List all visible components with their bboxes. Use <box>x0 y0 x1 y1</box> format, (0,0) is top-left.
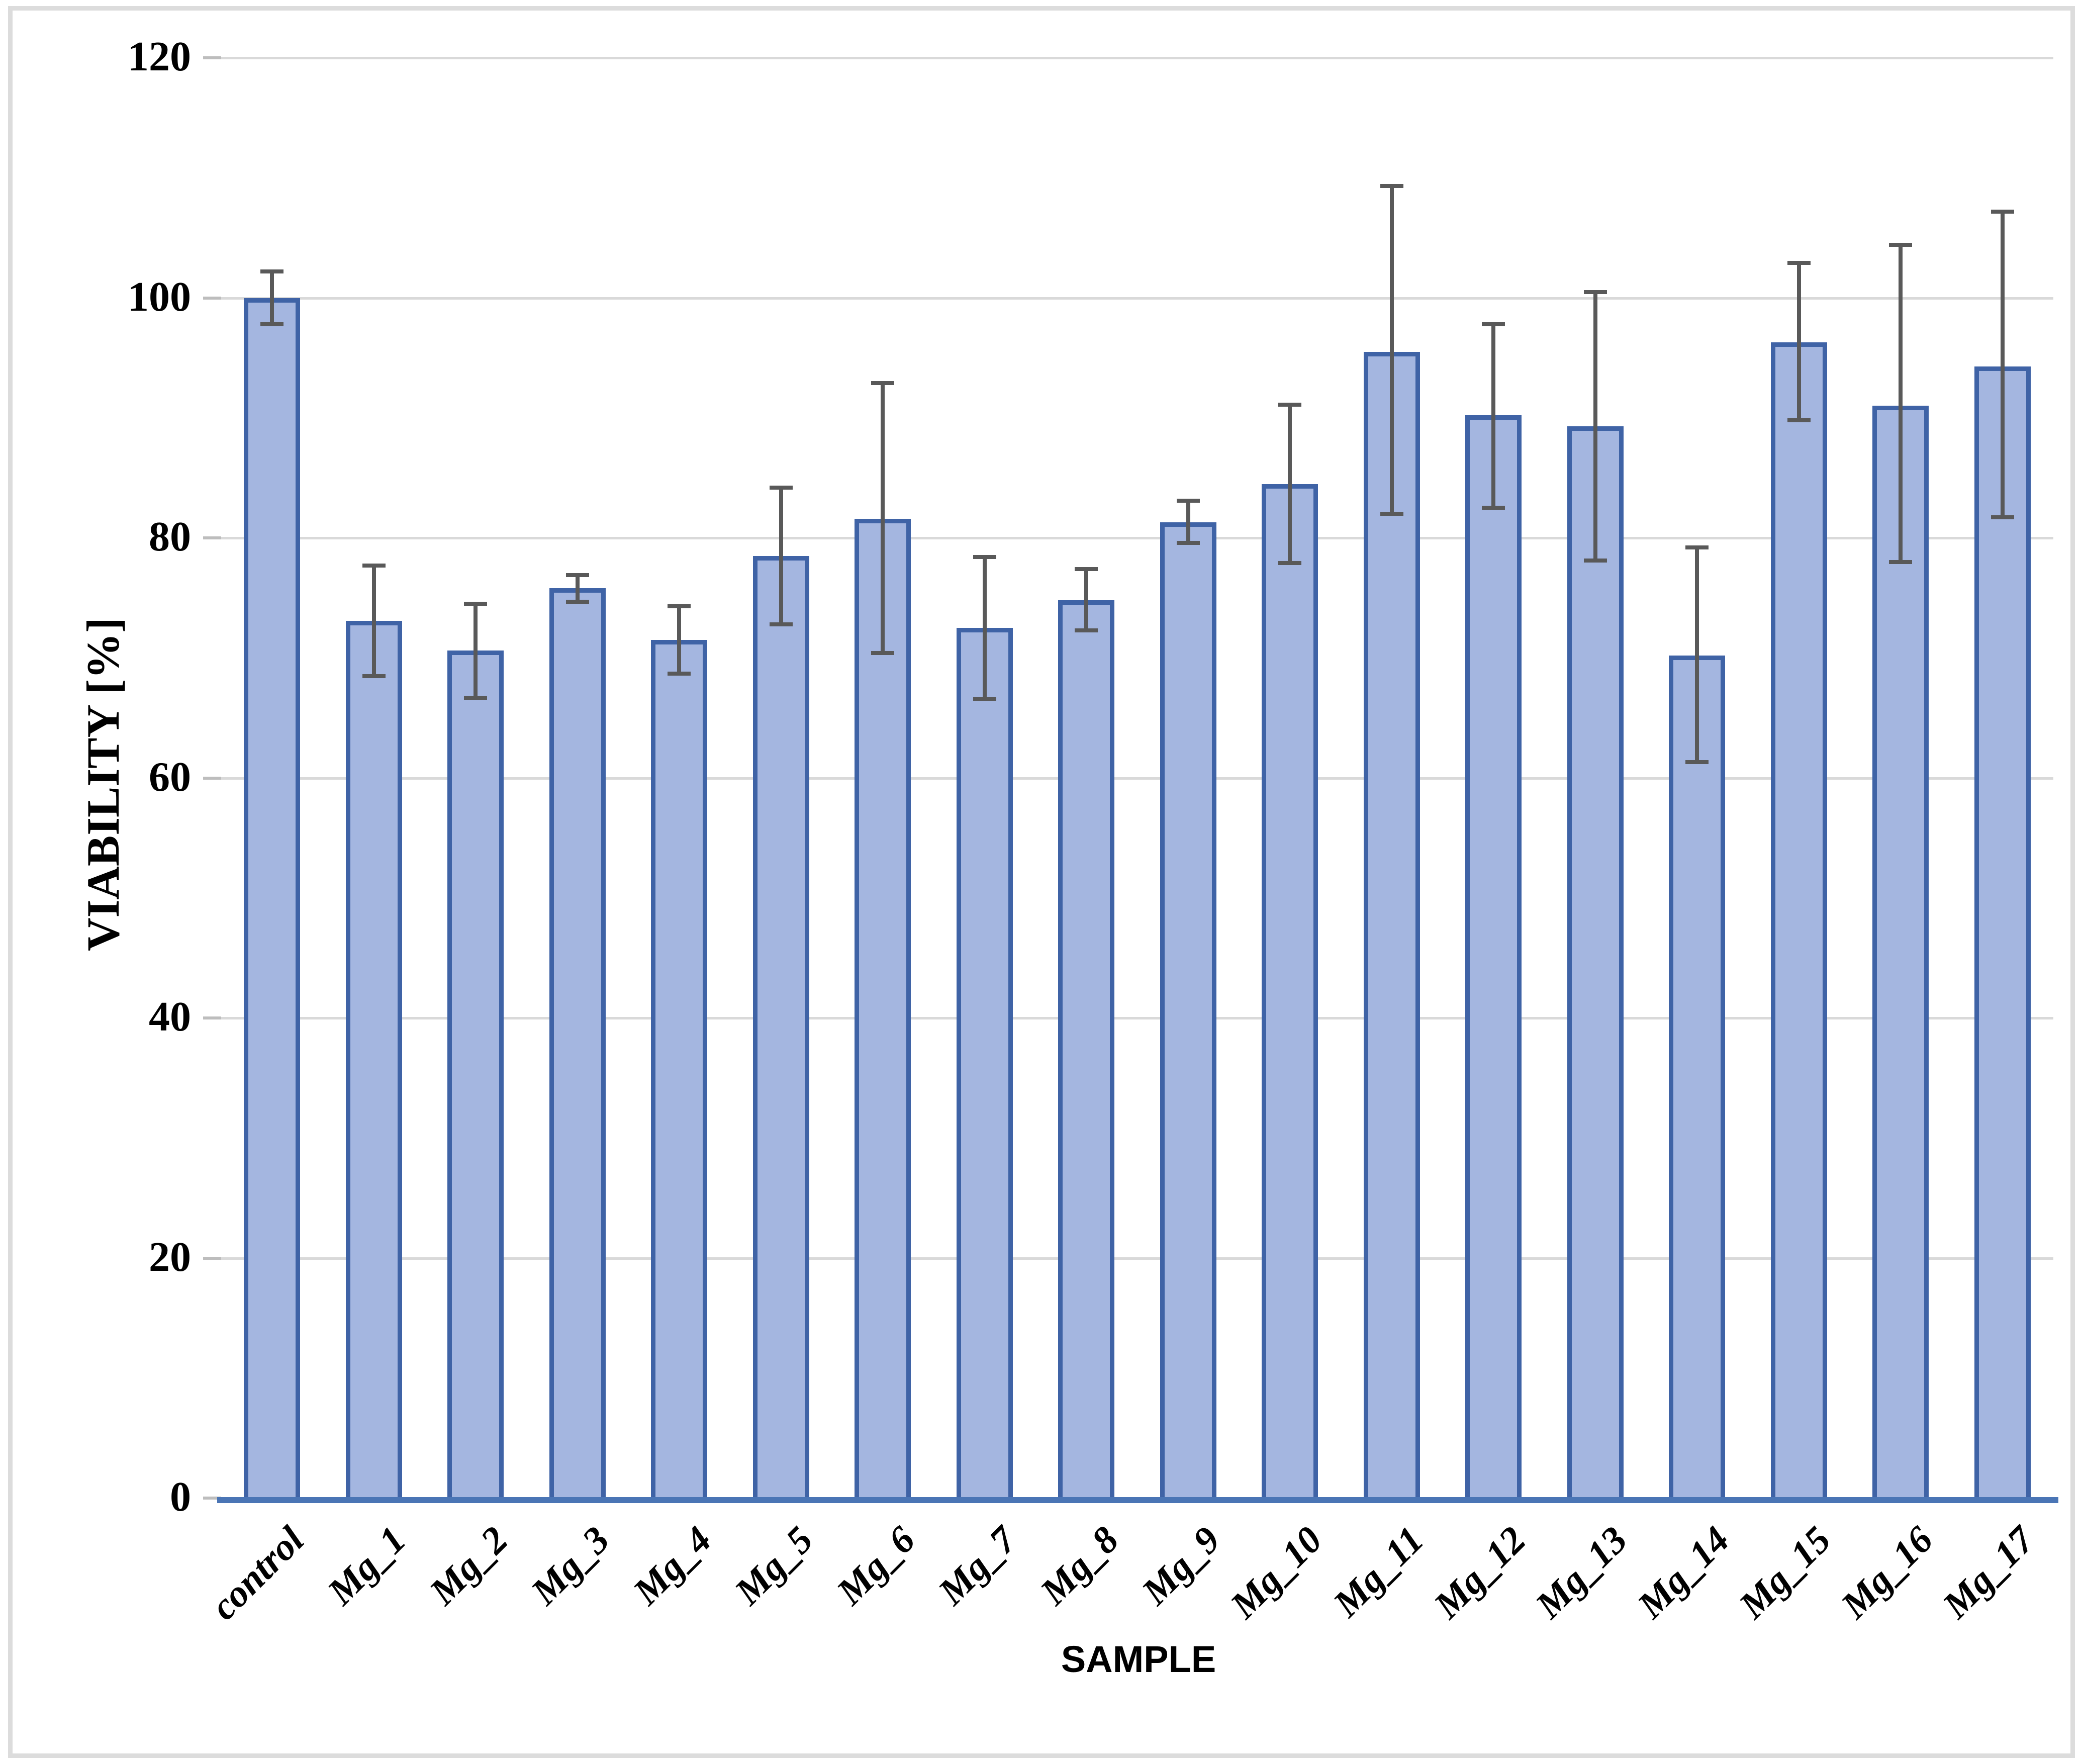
gridline-y-60 <box>221 777 2053 780</box>
error-bar-cap-top-mg_2 <box>464 602 488 606</box>
y-axis-tick-20 <box>203 1256 221 1260</box>
error-bar-line-mg_15 <box>1796 263 1801 420</box>
y-axis-tick-120 <box>203 56 221 59</box>
error-bar-cap-bottom-mg_6 <box>871 651 895 656</box>
error-bar-cap-top-mg_17 <box>1991 209 2014 214</box>
error-bar-cap-top-mg_3 <box>565 573 589 577</box>
chart-frame-border <box>8 6 2075 1758</box>
error-bar-cap-bottom-mg_2 <box>464 695 488 700</box>
bar-mg_1 <box>345 620 402 1502</box>
y-axis-tick-100 <box>203 296 221 300</box>
gridline-y-20 <box>221 1257 2053 1260</box>
error-bar-line-mg_16 <box>1899 245 1903 562</box>
error-bar-cap-top-mg_10 <box>1278 402 1302 407</box>
error-bar-cap-bottom-mg_11 <box>1380 512 1403 516</box>
error-bar-cap-bottom-control <box>260 322 284 327</box>
error-bar-cap-top-mg_14 <box>1685 545 1709 550</box>
error-bar-cap-bottom-mg_12 <box>1482 506 1505 510</box>
error-bar-cap-bottom-mg_9 <box>1176 540 1200 545</box>
error-bar-line-mg_10 <box>1288 404 1292 564</box>
error-bar-cap-top-mg_8 <box>1075 567 1098 572</box>
y-axis-tick-60 <box>203 776 221 780</box>
error-bar-cap-top-mg_16 <box>1889 243 1913 247</box>
y-tick-label-20: 20 <box>149 1233 191 1280</box>
error-bar-cap-top-mg_5 <box>769 485 793 490</box>
error-bar-line-mg_12 <box>1491 324 1496 508</box>
error-bar-cap-bottom-mg_15 <box>1787 418 1811 423</box>
error-bar-line-mg_8 <box>1084 569 1089 630</box>
error-bar-cap-top-mg_9 <box>1176 498 1200 503</box>
error-bar-cap-bottom-mg_5 <box>769 622 793 626</box>
bar-control <box>244 298 301 1502</box>
error-bar-line-mg_13 <box>1593 292 1597 561</box>
error-bar-cap-top-control <box>260 269 284 273</box>
bar-mg_3 <box>549 588 606 1502</box>
error-bar-line-mg_11 <box>1389 186 1394 514</box>
bar-mg_11 <box>1363 351 1420 1502</box>
bar-mg_7 <box>956 628 1013 1502</box>
x-axis-line <box>217 1497 2058 1503</box>
error-bar-cap-top-mg_4 <box>668 604 691 609</box>
error-bar-cap-top-mg_12 <box>1482 322 1505 327</box>
y-tick-label-100: 100 <box>128 273 191 320</box>
error-bar-line-mg_14 <box>1695 547 1699 763</box>
error-bar-line-mg_3 <box>575 575 580 602</box>
error-bar-cap-bottom-mg_7 <box>973 696 996 701</box>
error-bar-line-mg_7 <box>982 557 987 699</box>
gridline-y-80 <box>221 537 2053 539</box>
bar-mg_10 <box>1262 484 1318 1502</box>
error-bar-cap-bottom-mg_14 <box>1685 760 1709 765</box>
bar-mg_4 <box>651 639 708 1502</box>
error-bar-cap-bottom-mg_8 <box>1075 628 1098 632</box>
gridline-y-120 <box>221 57 2053 59</box>
bar-mg_12 <box>1465 415 1522 1502</box>
error-bar-cap-bottom-mg_10 <box>1278 561 1302 566</box>
bar-mg_6 <box>855 518 911 1502</box>
error-bar-line-mg_9 <box>1186 500 1190 543</box>
y-axis-title: VIABILITY [%] <box>77 617 129 951</box>
error-bar-cap-bottom-mg_17 <box>1991 515 2014 520</box>
error-bar-line-mg_5 <box>779 487 783 624</box>
bar-mg_16 <box>1872 406 1929 1502</box>
bar-mg_2 <box>447 651 504 1502</box>
error-bar-cap-bottom-mg_13 <box>1583 559 1607 563</box>
error-bar-cap-top-mg_7 <box>973 555 996 560</box>
y-tick-label-0: 0 <box>170 1473 191 1520</box>
y-tick-label-40: 40 <box>149 993 191 1040</box>
bar-mg_14 <box>1669 655 1726 1502</box>
y-axis-tick-80 <box>203 536 221 539</box>
bar-mg_17 <box>1974 366 2031 1502</box>
y-tick-label-80: 80 <box>149 513 191 560</box>
x-axis-title: SAMPLE <box>1061 1638 1216 1680</box>
error-bar-line-mg_17 <box>2000 211 2005 518</box>
error-bar-cap-bottom-mg_4 <box>668 671 691 676</box>
bar-mg_8 <box>1058 600 1115 1502</box>
bar-mg_13 <box>1567 426 1624 1502</box>
error-bar-cap-top-mg_6 <box>871 381 895 385</box>
gridline-y-100 <box>221 297 2053 300</box>
error-bar-cap-bottom-mg_1 <box>362 674 386 678</box>
error-bar-cap-top-mg_11 <box>1380 184 1403 189</box>
y-axis-tick-40 <box>203 1016 221 1019</box>
error-bar-line-mg_4 <box>677 606 682 674</box>
error-bar-cap-bottom-mg_16 <box>1889 560 1913 564</box>
bar-mg_9 <box>1160 522 1216 1502</box>
error-bar-line-mg_6 <box>881 383 885 654</box>
y-tick-label-120: 120 <box>128 33 191 80</box>
error-bar-line-mg_2 <box>474 604 478 698</box>
error-bar-cap-top-mg_15 <box>1787 261 1811 265</box>
error-bar-cap-top-mg_1 <box>362 563 386 568</box>
error-bar-line-control <box>270 271 274 325</box>
error-bar-cap-bottom-mg_3 <box>565 599 589 604</box>
y-axis-tick-0 <box>203 1497 221 1500</box>
bar-mg_5 <box>752 555 809 1502</box>
error-bar-cap-top-mg_13 <box>1583 290 1607 294</box>
bar-mg_15 <box>1770 342 1827 1502</box>
error-bar-line-mg_1 <box>371 565 376 676</box>
y-tick-label-60: 60 <box>149 753 191 800</box>
gridline-y-40 <box>221 1017 2053 1019</box>
